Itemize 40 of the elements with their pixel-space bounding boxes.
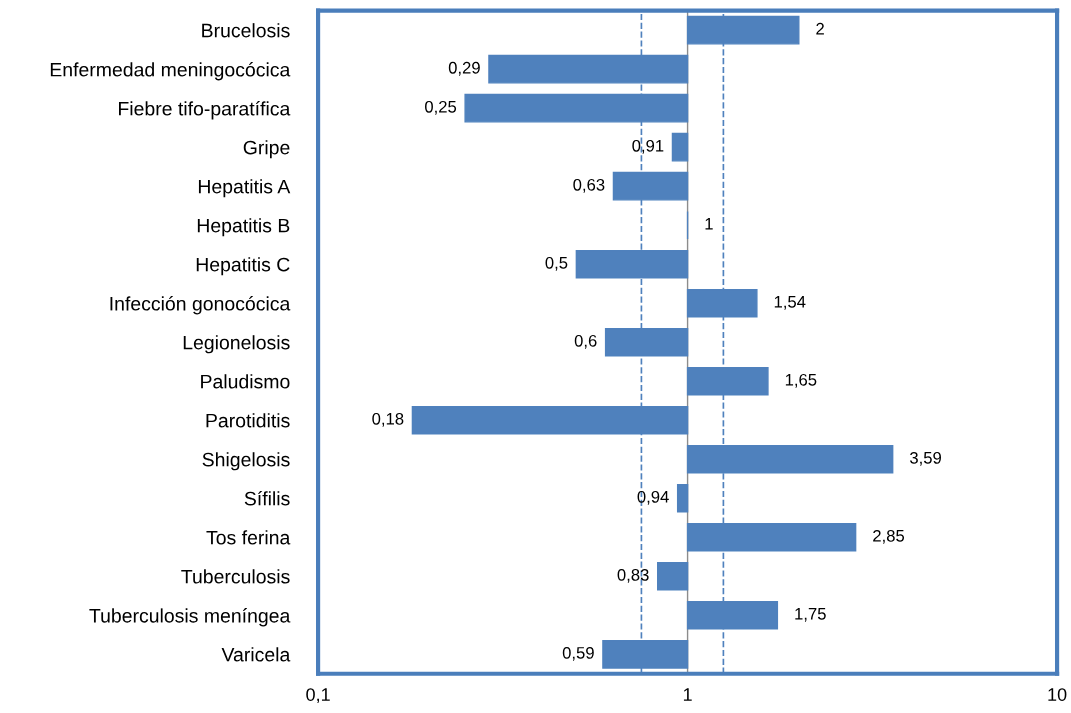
y-tick-label: Varicela <box>221 647 291 662</box>
bar <box>676 483 689 513</box>
x-tick-label: 1 <box>683 688 692 701</box>
y-tick-label: Infección gonocócica <box>110 296 291 315</box>
x-tick-label: 0,1 <box>306 688 330 704</box>
data-label: 2,85 <box>873 529 905 544</box>
y-tick-label: Legionelosis <box>183 335 290 354</box>
y-tick-label: Brucelosis <box>202 23 290 38</box>
data-label: 1 <box>705 218 713 230</box>
data-label: 1,54 <box>774 296 806 310</box>
y-tick-label: Parotiditis <box>206 413 290 428</box>
y-tick-label: Tuberculosis meníngea <box>89 608 291 627</box>
data-label: 1,65 <box>785 373 817 388</box>
y-tick-label: Enfermedad meningocócica <box>50 62 291 81</box>
data-label: 0,94 <box>637 490 669 505</box>
y-tick-label: Fiebre tifo-paratífica <box>119 101 291 120</box>
y-tick-label: Hepatitis C <box>196 257 290 276</box>
data-label: 0,25 <box>425 100 457 115</box>
bar <box>671 132 689 162</box>
data-label: 0,29 <box>448 61 480 76</box>
data-label: 0,6 <box>574 334 597 349</box>
y-tick-label: Tos ferina <box>206 530 291 545</box>
y-tick-label: Sífilis <box>244 490 290 506</box>
data-label: 0,63 <box>573 178 605 193</box>
data-label: 0,91 <box>632 139 664 154</box>
y-tick-label: Gripe <box>243 140 290 159</box>
y-tick-label: Hepatitis A <box>198 179 291 198</box>
bar <box>656 561 689 591</box>
data-label: 0,59 <box>562 646 594 661</box>
x-tick-label: 10 <box>1048 688 1067 701</box>
y-tick-label: Shigelosis <box>202 452 290 471</box>
data-label: 1,75 <box>795 608 826 622</box>
data-label: 2 <box>816 22 824 35</box>
y-tick-label: Tuberculosis <box>181 569 290 584</box>
y-tick-label: Hepatitis B <box>197 218 290 237</box>
data-label: 0,5 <box>545 256 568 271</box>
data-label: 0,83 <box>617 568 649 583</box>
data-label: 3,59 <box>909 451 941 466</box>
y-tick-label: Paludismo <box>201 374 290 389</box>
data-label: 0,18 <box>372 412 404 427</box>
